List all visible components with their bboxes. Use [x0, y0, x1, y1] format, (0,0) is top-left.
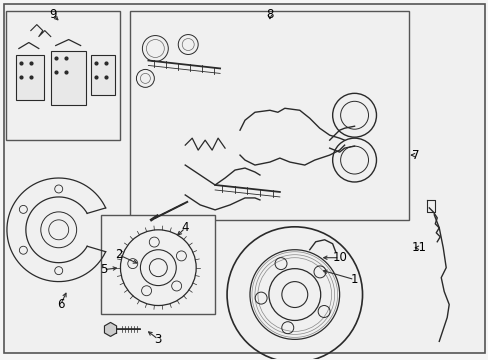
Text: 2: 2	[115, 248, 122, 261]
Text: 10: 10	[331, 251, 346, 264]
Bar	[16, 55, 44, 100]
Text: 3: 3	[154, 333, 162, 346]
Text: 11: 11	[411, 241, 426, 254]
Polygon shape	[104, 323, 116, 336]
Text: 5: 5	[100, 263, 107, 276]
Text: 6: 6	[57, 298, 64, 311]
Text: 9: 9	[49, 8, 57, 21]
Text: 7: 7	[411, 149, 418, 162]
Text: 4: 4	[181, 221, 188, 234]
Bar	[6, 11, 120, 140]
Text: 8: 8	[265, 8, 273, 21]
Text: 1: 1	[350, 273, 358, 286]
Bar	[90, 55, 115, 95]
Bar	[130, 11, 408, 220]
Bar	[51, 50, 85, 105]
Bar	[101, 215, 215, 315]
